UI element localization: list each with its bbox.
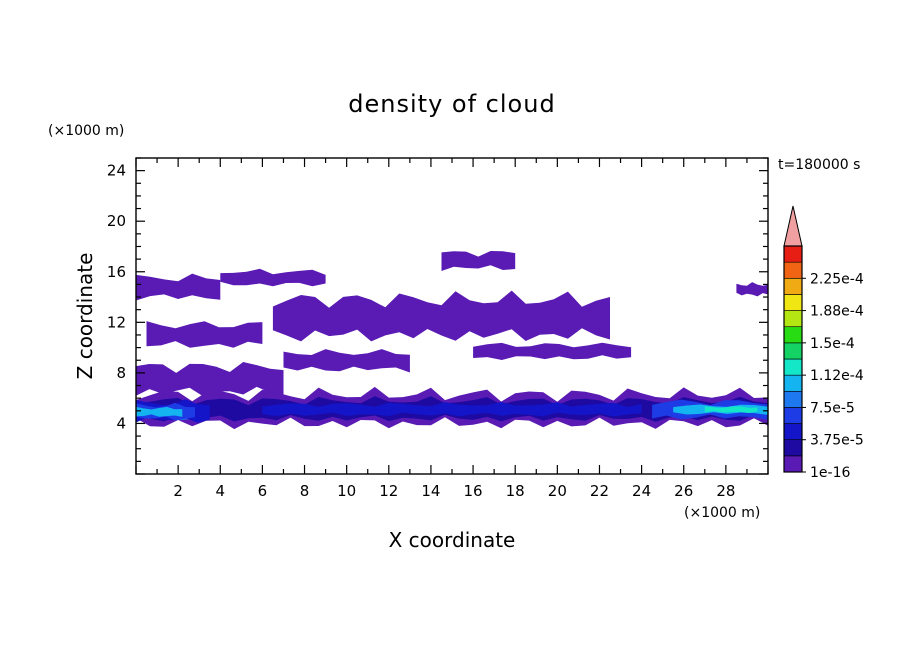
x-tick-label: 12 (379, 482, 398, 500)
colorbar-tick-label: 1.88e-4 (810, 304, 864, 320)
colorbar: 1e-16 3.75e-5 7.5e-5 1.12e-4 1.5e-4 1.88e-4 2.… (783, 205, 864, 481)
colorbar-tick-label: 1.5e-4 (810, 336, 855, 352)
x-tick-label: 26 (674, 482, 693, 500)
contour-region (441, 251, 516, 271)
time-label: t=180000 s (778, 157, 860, 173)
colorbar-tick-label: 3.75e-5 (810, 433, 864, 449)
x-tick-label: 18 (506, 482, 525, 500)
contour-band (704, 406, 758, 413)
colorbar-swatch (783, 390, 803, 408)
colorbar-swatch (783, 342, 803, 360)
contour-region (136, 362, 284, 397)
x-tick-label: 4 (215, 482, 225, 500)
contour-band (136, 406, 183, 417)
colorbar-swatch (783, 326, 803, 344)
colorbar-tick-label: 2.25e-4 (810, 271, 864, 287)
colorbar-swatch (783, 439, 803, 457)
colorbar-swatch (783, 310, 803, 328)
colorbar-swatch (783, 294, 803, 311)
y-tick-label: 8 (116, 364, 126, 382)
y-tick-label: 24 (107, 162, 126, 180)
colorbar-swatch (783, 245, 803, 263)
colorbar-swatch (783, 277, 803, 295)
x-tick-label: 6 (258, 482, 268, 500)
x-tick-label: 20 (548, 482, 567, 500)
colorbar-swatch (783, 407, 803, 424)
x-tick-label: 8 (300, 482, 310, 500)
contour-fills (136, 251, 768, 430)
contour-band (262, 401, 642, 417)
y-axis-title: Z coordinate (73, 253, 97, 380)
y-tick-label: 12 (107, 313, 126, 331)
x-unit-label: (×1000 m) (684, 505, 760, 521)
contour-region (283, 349, 410, 373)
colorbar-swatch (783, 423, 803, 441)
contour-region (220, 268, 326, 287)
contour-region (736, 282, 768, 297)
colorbar-swatch (783, 374, 803, 392)
y-tick-label: 20 (107, 212, 126, 230)
x-tick-label: 16 (464, 482, 483, 500)
y-tick-label: 16 (107, 263, 126, 281)
contour-region (146, 321, 263, 348)
x-axis-title: X coordinate (389, 528, 516, 552)
colorbar-tick-label: 7.5e-5 (810, 400, 855, 416)
y-axis-ticks: 4 8 12 16 20 24 (107, 157, 768, 475)
x-tick-label: 2 (173, 482, 183, 500)
x-tick-label: 10 (337, 482, 356, 500)
y-unit-label: (×1000 m) (48, 123, 124, 139)
chart-title: density of cloud (348, 90, 555, 118)
colorbar-swatch (783, 455, 803, 473)
colorbar-swatch (783, 358, 803, 376)
x-tick-label: 28 (716, 482, 735, 500)
x-tick-label: 14 (421, 482, 440, 500)
x-tick-label: 22 (590, 482, 609, 500)
y-tick-label: 4 (116, 414, 126, 432)
colorbar-tick-label: 1e-16 (810, 465, 850, 481)
contour-region (473, 342, 632, 360)
colorbar-extend-arrow (783, 205, 803, 247)
x-axis-ticks: 2 4 6 8 10 12 14 16 18 20 22 24 26 28 (135, 158, 769, 500)
x-tick-label: 24 (632, 482, 651, 500)
colorbar-tick-label: 1.12e-4 (810, 368, 864, 384)
contour-region (272, 290, 610, 342)
contour-region (136, 273, 221, 301)
colorbar-swatch (783, 261, 803, 279)
